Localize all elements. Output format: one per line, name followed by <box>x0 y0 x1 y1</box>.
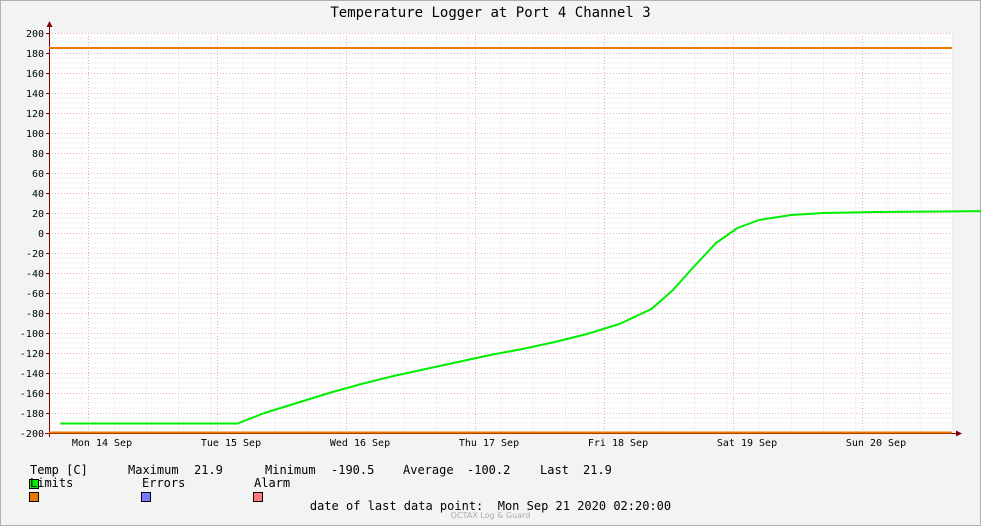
y-axis-arrow <box>46 21 53 27</box>
y-tick-label: 200 <box>26 29 44 40</box>
y-tick-label: 20 <box>32 209 44 220</box>
series-layer <box>49 47 981 434</box>
legend-temp-label: Temp [C] <box>30 463 88 477</box>
x-tick-label: Sat 19 Sep <box>717 438 777 449</box>
x-tick-label: Wed 16 Sep <box>330 438 390 449</box>
x-tick-label: Thu 17 Sep <box>459 438 519 449</box>
legend-max-value: 21.9 <box>194 463 223 477</box>
last-data-point-label: date of last data point: <box>309 499 484 513</box>
y-tick-label: -80 <box>26 309 44 320</box>
last-data-point-value: Mon Sep 21 2020 02:20:00 <box>497 499 672 513</box>
x-tick-label: Mon 14 Sep <box>72 438 132 449</box>
y-tick-label: 140 <box>26 89 44 100</box>
y-tick-label: -40 <box>26 269 44 280</box>
y-tick-label: -60 <box>26 289 44 300</box>
y-tick-label: 60 <box>32 169 44 180</box>
grid <box>49 33 953 434</box>
legend-min-label: Minimum <box>265 463 316 477</box>
y-axis: 200180160140120100806040200-20-40-60-80-… <box>20 21 53 440</box>
x-tick-label: Sun 20 Sep <box>846 438 906 449</box>
legend-min-value: -190.5 <box>331 463 375 477</box>
y-tick-label: -200 <box>20 429 44 440</box>
y-tick-label: 100 <box>26 129 44 140</box>
x-tick-label: Tue 15 Sep <box>201 438 261 449</box>
y-tick-label: -20 <box>26 249 44 260</box>
y-tick-label: 180 <box>26 49 44 60</box>
alarm-swatch-icon <box>253 491 264 502</box>
legend-limits-label: Limits <box>30 476 74 490</box>
temp-swatch-icon <box>29 478 40 489</box>
legend-row-errors <box>127 476 156 504</box>
chart-title: Temperature Logger at Port 4 Channel 3 <box>330 5 651 21</box>
errors-swatch-icon <box>141 491 152 502</box>
y-tick-label: -160 <box>20 389 44 400</box>
temp-series-line <box>60 210 981 425</box>
legend-avg-label: Average <box>403 463 454 477</box>
y-tick-label: 80 <box>32 149 44 160</box>
y-tick-label: 120 <box>26 109 44 120</box>
legend-alarm-label: Alarm <box>254 476 291 490</box>
legend-max-label: Maximum <box>128 463 179 477</box>
watermark: OCTAX Log & Guard <box>450 511 531 520</box>
y-tick-label: -140 <box>20 369 44 380</box>
legend-row-alarm <box>239 476 268 504</box>
legend-row-limits <box>15 476 44 504</box>
legend-errors-label: Errors <box>142 476 186 490</box>
limits-swatch-icon <box>29 491 40 502</box>
x-axis-arrow <box>956 430 962 437</box>
y-tick-label: 160 <box>26 69 44 80</box>
legend-last-value: 21.9 <box>583 463 612 477</box>
x-tick-label: Fri 18 Sep <box>588 438 648 449</box>
y-tick-label: 0 <box>38 229 44 240</box>
y-tick-label: 40 <box>32 189 44 200</box>
legend-avg-value: -100.2 <box>467 463 511 477</box>
legend-row-temp <box>15 463 44 491</box>
y-tick-label: -180 <box>20 409 44 420</box>
last-data-point: date of last data point: Mon Sep 21 2020… <box>0 499 981 513</box>
y-tick-label: -120 <box>20 349 44 360</box>
y-tick-label: -100 <box>20 329 44 340</box>
legend-last-label: Last <box>540 463 569 477</box>
